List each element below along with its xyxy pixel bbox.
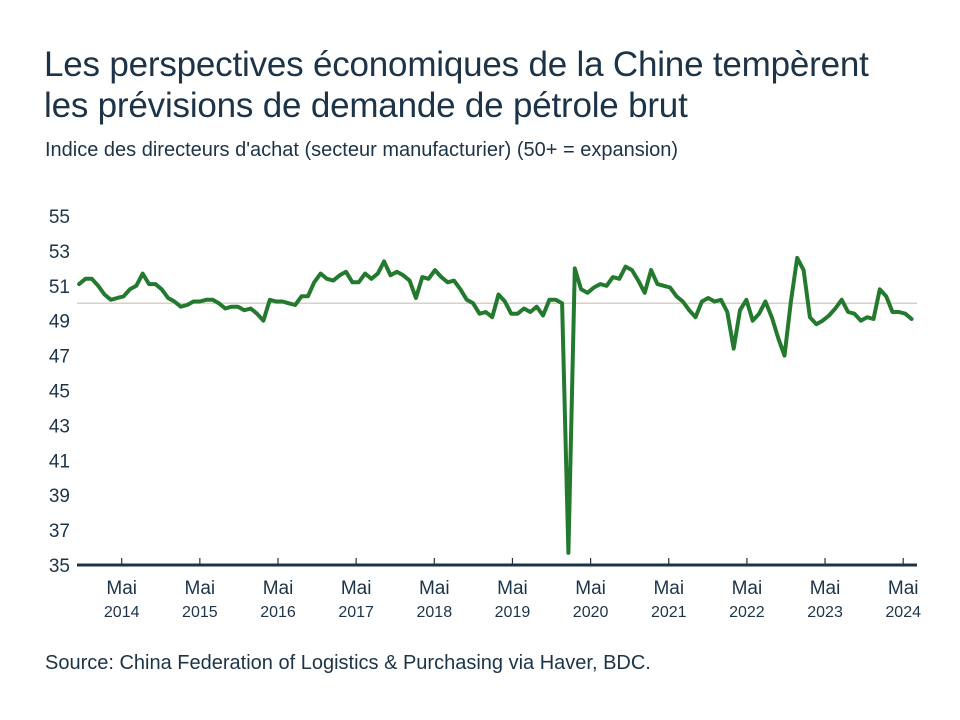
x-tick-year-label: 2019 — [495, 604, 531, 621]
y-tick-label: 35 — [49, 556, 70, 577]
source-note: Source: China Federation of Logistics & … — [45, 652, 651, 674]
x-tick-year-label: 2014 — [104, 604, 140, 621]
x-tick-year-label: 2020 — [573, 604, 609, 621]
x-tick-year-label: 2018 — [417, 604, 453, 621]
x-tick-month-label: Mai — [185, 578, 216, 599]
x-tick-month-label: Mai — [575, 578, 606, 599]
x-tick-month-label: Mai — [263, 578, 294, 599]
pmi-series-line — [77, 255, 914, 555]
y-tick-label: 53 — [49, 242, 70, 263]
chart-subtitle: Indice des directeurs d'achat (secteur m… — [45, 139, 679, 161]
x-tick-year-label: 2017 — [338, 604, 374, 621]
x-tick-month-label: Mai — [732, 578, 763, 599]
x-tick-year-label: 2015 — [182, 604, 218, 621]
x-tick-month-label: Mai — [888, 578, 919, 599]
chart-title-line-2: les prévisions de demande de pétrole bru… — [44, 86, 688, 125]
chart-title: Les perspectives économiques de la Chine… — [44, 44, 869, 126]
chart-title-line-1: Les perspectives économiques de la Chine… — [44, 45, 869, 84]
x-tick-year-label: 2022 — [729, 604, 765, 621]
y-tick-label: 37 — [49, 521, 70, 542]
y-axis: 55 53 51 49 47 45 43 41 39 37 35 — [49, 207, 70, 577]
y-tick-label: 41 — [49, 451, 70, 472]
y-tick-label: 49 — [49, 312, 70, 333]
x-tick-year-label: 2024 — [885, 604, 921, 621]
y-tick-label: 55 — [49, 207, 70, 228]
x-tick-month-label: Mai — [810, 578, 841, 599]
y-tick-label: 45 — [49, 382, 70, 403]
x-tick-month-label: Mai — [341, 578, 372, 599]
x-tick-month-label: Mai — [653, 578, 684, 599]
x-tick-month-label: Mai — [419, 578, 450, 599]
x-tick-year-label: 2016 — [260, 604, 296, 621]
y-tick-label: 51 — [49, 277, 70, 298]
x-tick-year-label: 2023 — [807, 604, 843, 621]
y-tick-label: 43 — [49, 416, 70, 437]
x-tick-month-label: Mai — [497, 578, 528, 599]
x-tick-year-label: 2021 — [651, 604, 687, 621]
y-tick-label: 39 — [49, 486, 70, 507]
x-axis: Mai 2014 Mai 2015 Mai 2016 Mai 2017 Mai 2018 Mai 20… — [104, 558, 921, 621]
x-tick-month-label: Mai — [106, 578, 137, 599]
y-tick-label: 47 — [49, 347, 70, 368]
